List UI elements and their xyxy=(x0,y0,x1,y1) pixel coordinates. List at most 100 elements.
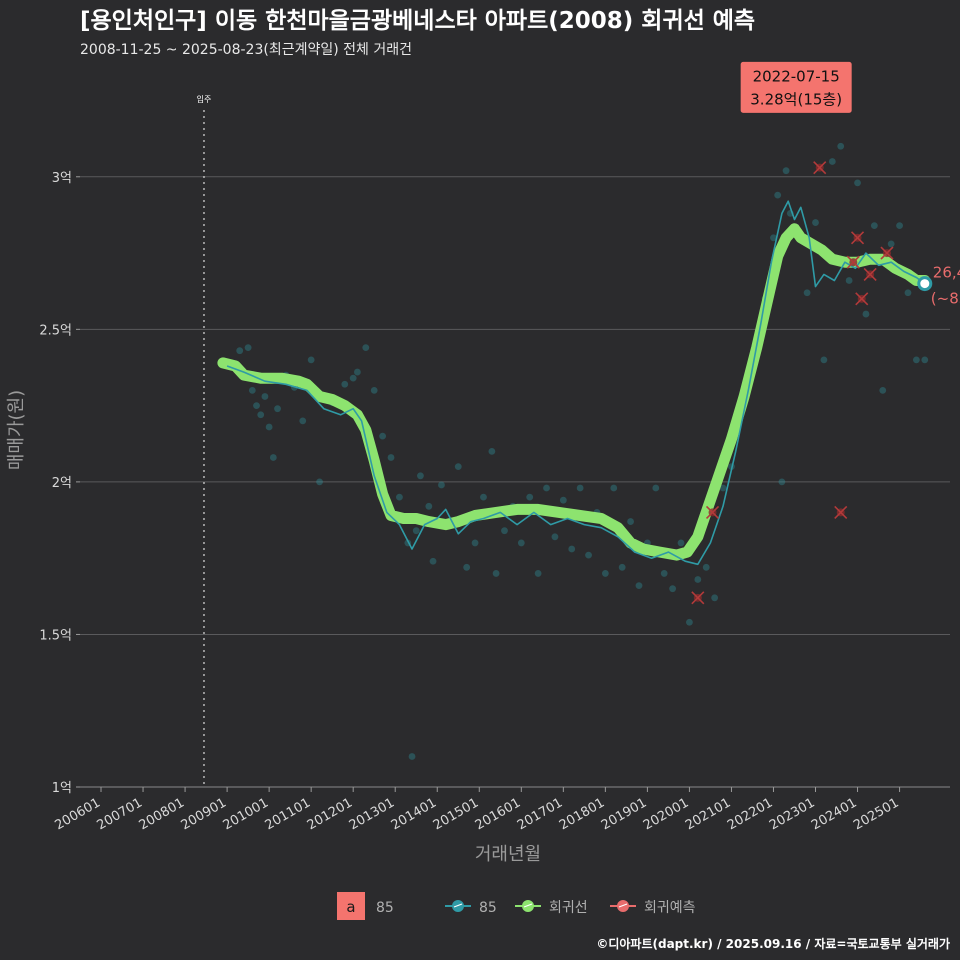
prediction-point xyxy=(813,161,827,175)
y-axis-label: 매매가(원) xyxy=(6,390,27,470)
x-tick-label: 202301 xyxy=(767,795,817,833)
x-axis-label: 거래년월 xyxy=(475,844,541,865)
move-in-marker: 입주 xyxy=(197,95,212,787)
scatter-point xyxy=(454,463,462,471)
scatter-point xyxy=(870,222,878,230)
x-tick-label: 201601 xyxy=(473,795,523,833)
scatter-point xyxy=(912,356,920,364)
legend-key-a xyxy=(337,892,365,920)
scatter-point xyxy=(812,219,819,226)
scatter-point xyxy=(627,518,634,525)
scatter-point xyxy=(299,417,307,425)
prediction-point xyxy=(850,231,865,245)
end-point-circle xyxy=(917,276,933,292)
chart-subtitle: 2008-11-25 ~ 2025-08-23(최근계약일) 전체 거래건 xyxy=(80,42,412,58)
scatter-point xyxy=(568,545,576,553)
x-tick-label: 202401 xyxy=(809,795,859,833)
scatter-point xyxy=(517,539,525,547)
scatter-point xyxy=(543,484,550,492)
footer-credit: ©디아파트(dapt.kr) / 2025.09.16 / 자료=국토교통부 실… xyxy=(596,936,950,951)
prediction-cross xyxy=(834,505,848,519)
legend: a 85 85 회귀선 회귀예측 xyxy=(337,892,696,920)
scatter-point xyxy=(370,386,378,394)
prediction-cross xyxy=(863,267,877,281)
y-axis: 1억 1.5억 2억 2.5억 3억 xyxy=(39,171,80,796)
scatter-point xyxy=(480,493,487,501)
scatter-point xyxy=(576,484,584,492)
y-tick-label: 1.5억 xyxy=(39,628,72,643)
x-axis: 2006012007012008012009012010012011012012… xyxy=(53,787,902,833)
prediction-point xyxy=(834,505,848,519)
x-tick-label: 202001 xyxy=(641,795,691,833)
prediction-point xyxy=(863,267,877,281)
x-tick-label: 200601 xyxy=(53,795,103,833)
prediction-cross xyxy=(846,255,860,269)
x-tick-label: 200901 xyxy=(179,795,229,833)
scatter-point xyxy=(412,527,420,535)
scatter-point xyxy=(429,557,437,565)
scatter-point xyxy=(551,533,559,541)
scatter-point xyxy=(601,570,609,577)
legend-dot-mark xyxy=(453,903,463,908)
x-tick-label: 200801 xyxy=(137,795,187,833)
scatter-point xyxy=(803,289,811,297)
series-85-line xyxy=(226,200,926,566)
x-tick-label: 201401 xyxy=(389,795,439,833)
legend-dot-mark xyxy=(618,903,628,908)
scatter-point xyxy=(387,454,395,461)
legend-label: 85 xyxy=(479,900,497,916)
scatter-point xyxy=(257,411,265,419)
annotation-price: 3.28억(15층) xyxy=(750,90,842,108)
prediction-cross xyxy=(855,292,869,306)
x-tick-label: 201001 xyxy=(221,795,271,833)
scatter-point xyxy=(660,570,668,577)
scatter-point xyxy=(774,191,782,199)
scatter-point xyxy=(828,158,836,165)
scatter-point xyxy=(248,386,256,394)
scatter-series-85 xyxy=(236,87,929,760)
prediction-cross xyxy=(691,591,705,605)
legend-item: 회귀예측 xyxy=(610,900,696,916)
scatter-point xyxy=(820,356,828,364)
scatter-point xyxy=(471,539,479,547)
x-tick-label: 201501 xyxy=(431,795,481,833)
scatter-point xyxy=(837,142,845,150)
scatter-point xyxy=(719,484,727,492)
prediction-cross xyxy=(813,161,827,175)
legend-dot-mark xyxy=(523,903,533,908)
x-tick-label: 202101 xyxy=(683,795,733,833)
x-tick-label: 201101 xyxy=(263,795,313,833)
legend-label-85-text: 85 xyxy=(376,900,394,916)
annotation-date: 2022-07-15 xyxy=(753,67,840,85)
scatter-point xyxy=(417,472,424,480)
scatter-point xyxy=(244,344,252,352)
scatter-point xyxy=(702,563,710,571)
prediction-point xyxy=(855,292,869,306)
scatter-point xyxy=(770,234,777,242)
regression-prediction-points xyxy=(691,161,894,605)
scatter-point xyxy=(408,753,416,760)
scatter-point xyxy=(307,356,315,364)
prediction-cross xyxy=(705,505,720,519)
scatter-point xyxy=(782,167,790,175)
scatter-point xyxy=(438,481,445,489)
x-tick-label: 201901 xyxy=(599,795,649,833)
scatter-point xyxy=(488,447,496,455)
scatter-point xyxy=(652,484,660,492)
grid xyxy=(80,176,950,788)
scatter-point xyxy=(269,454,277,461)
scatter-point xyxy=(635,582,643,590)
annotation-max-price: 2022-07-15 3.28억(15층) xyxy=(739,60,853,114)
x-tick-label: 201701 xyxy=(515,795,565,833)
scatter-point xyxy=(887,240,895,248)
legend-item: 85 xyxy=(445,900,497,916)
move-in-label: 입주 xyxy=(197,95,212,104)
x-tick-label: 201201 xyxy=(305,795,355,833)
scatter-point xyxy=(862,310,870,318)
end-point-value: 26,444 xyxy=(933,264,960,282)
scatter-point xyxy=(854,179,861,187)
scatter-point xyxy=(253,402,260,410)
y-tick-label: 1억 xyxy=(52,781,72,796)
scatter-point xyxy=(694,576,702,583)
